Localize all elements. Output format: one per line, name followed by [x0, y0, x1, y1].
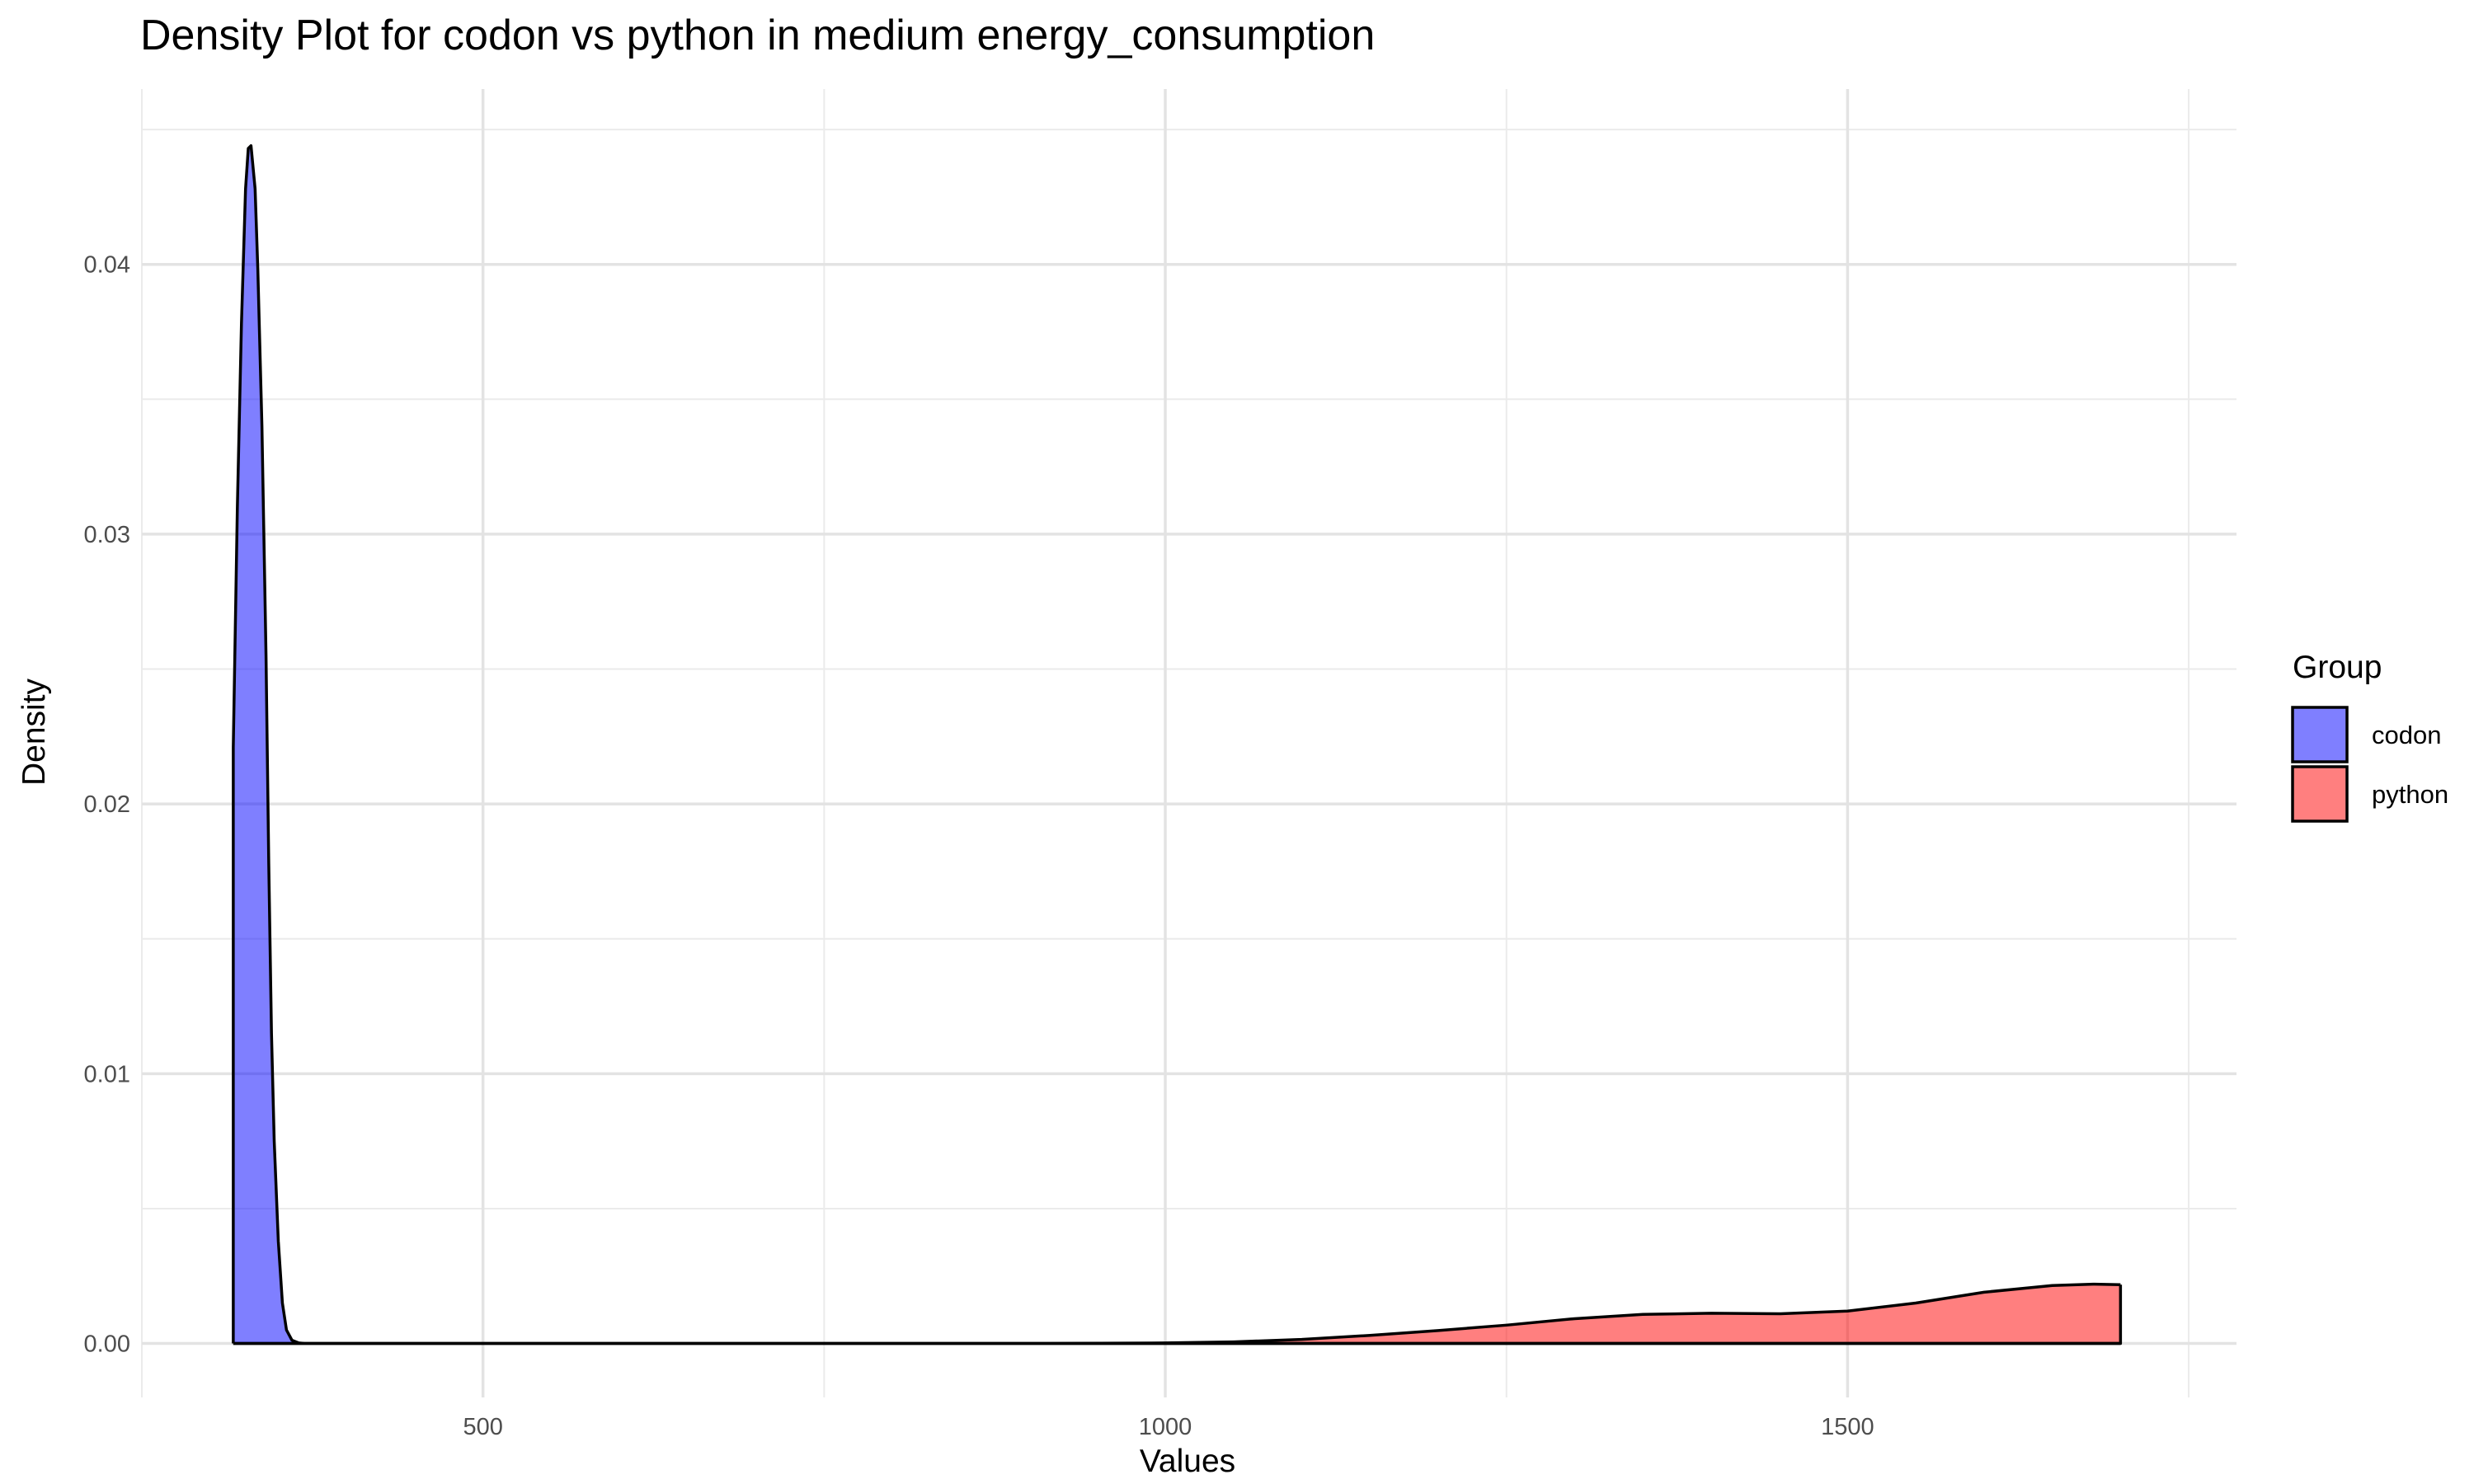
- python-density-area: [233, 1284, 2121, 1344]
- y-tick-label-2: 0.02: [84, 791, 130, 818]
- legend-label-codon: codon: [2372, 721, 2441, 749]
- chart-title: Density Plot for codon vs python in medi…: [140, 12, 1375, 59]
- series-codon: [232, 143, 2121, 1345]
- series-python: [233, 1282, 2123, 1345]
- x-tick-label-0: 500: [463, 1414, 502, 1440]
- legend-title: Group: [2293, 650, 2382, 685]
- plot-grid: [141, 89, 2236, 1397]
- x-tick-label-2: 1500: [1821, 1414, 1874, 1440]
- y-tick-label-0: 0.00: [84, 1331, 130, 1358]
- y-axis-title: Density: [16, 678, 52, 786]
- codon-density-outline: [232, 143, 2121, 1345]
- legend: Group codon python: [2291, 650, 2448, 823]
- legend-item-codon: codon: [2291, 706, 2441, 763]
- legend-label-python: python: [2372, 780, 2448, 809]
- legend-key-python: [2291, 765, 2349, 823]
- x-axis-ticks: 500 1000 1500: [463, 1414, 1874, 1440]
- codon-density-area: [233, 145, 2121, 1344]
- legend-key-codon: [2291, 706, 2349, 763]
- y-tick-label-4: 0.04: [84, 252, 130, 279]
- y-axis-ticks: 0.00 0.01 0.02 0.03 0.04: [84, 252, 130, 1358]
- y-tick-label-1: 0.01: [84, 1061, 130, 1087]
- x-axis-title: Values: [1140, 1444, 1235, 1479]
- y-tick-label-3: 0.03: [84, 522, 130, 548]
- density-areas: [232, 143, 2123, 1345]
- legend-item-python: python: [2291, 765, 2448, 823]
- x-tick-label-1: 1000: [1139, 1414, 1192, 1440]
